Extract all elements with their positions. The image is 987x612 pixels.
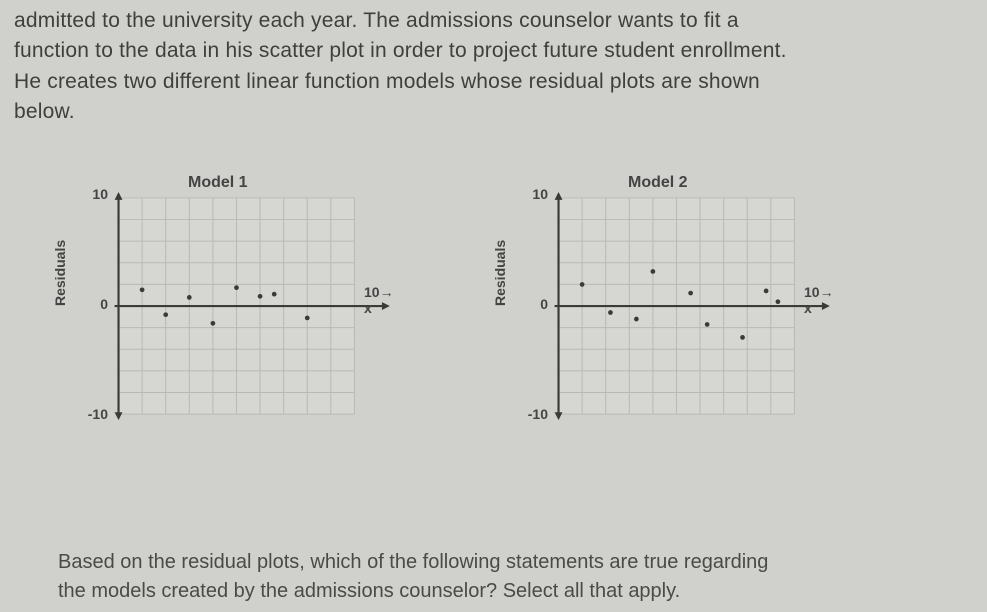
- y-axis-label: Residuals: [52, 240, 68, 306]
- chart-title: Model 2: [628, 174, 688, 192]
- intro-line-1: admitted to the university each year. Th…: [14, 6, 973, 36]
- x-end-label: 10→ x: [804, 284, 834, 316]
- chart-model-1: Model 1 Residuals 100-1010→ x: [58, 176, 428, 436]
- question-line-2: the models created by the admissions cou…: [58, 577, 938, 606]
- y-tick-label: -10: [88, 406, 108, 422]
- chart-title: Model 1: [188, 174, 248, 192]
- y-axis-label: Residuals: [492, 240, 508, 306]
- plot-area: 100-1010→ x: [114, 194, 354, 414]
- question-paragraph: Based on the residual plots, which of th…: [58, 548, 938, 606]
- charts-row: Model 1 Residuals 100-1010→ x Model 2 Re…: [58, 176, 973, 436]
- intro-line-2: function to the data in his scatter plot…: [14, 36, 973, 66]
- intro-paragraph: admitted to the university each year. Th…: [14, 6, 973, 128]
- intro-line-4: below.: [14, 97, 973, 127]
- intro-line-3: He creates two different linear function…: [14, 67, 973, 97]
- y-tick-label: -10: [528, 406, 548, 422]
- y-tick-label: 10: [92, 186, 108, 202]
- question-line-1: Based on the residual plots, which of th…: [58, 548, 938, 577]
- y-tick-label: 0: [540, 296, 548, 312]
- x-end-label: 10→ x: [364, 284, 394, 316]
- plot-area: 100-1010→ x: [554, 194, 794, 414]
- y-tick-label: 0: [100, 296, 108, 312]
- y-tick-label: 10: [532, 186, 548, 202]
- chart-model-2: Model 2 Residuals 100-1010→ x: [498, 176, 868, 436]
